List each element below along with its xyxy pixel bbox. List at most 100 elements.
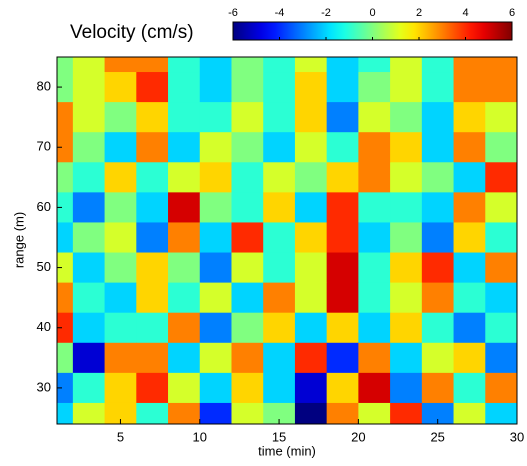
heatmap-cell — [326, 312, 359, 344]
heatmap-cell — [294, 372, 328, 404]
heatmap-cell — [326, 402, 359, 424]
heatmap-cell — [390, 222, 423, 254]
heatmap-cell — [136, 402, 169, 424]
heatmap-cell — [326, 57, 359, 73]
heatmap-cell — [294, 132, 328, 163]
heatmap-cell — [453, 342, 486, 374]
heatmap-cell — [72, 72, 106, 103]
heatmap-cell — [485, 192, 517, 223]
heatmap-cell — [57, 57, 74, 73]
y-axis-label: range (m) — [11, 212, 26, 268]
heatmap-cell — [421, 372, 455, 404]
heatmap-cell — [57, 72, 74, 103]
heatmap-cell — [294, 282, 328, 314]
heatmap-cell — [199, 252, 232, 284]
heatmap-cell — [231, 57, 264, 73]
heatmap-cell — [104, 222, 137, 254]
heatmap-cell — [421, 102, 455, 133]
heatmap-cell — [168, 372, 201, 404]
heatmap-cell — [231, 162, 264, 193]
heatmap-cell — [263, 252, 296, 284]
heatmap-cell — [72, 162, 106, 193]
heatmap-cell — [485, 72, 517, 103]
heatmap-cell — [263, 222, 296, 254]
heatmap-cell — [231, 192, 264, 223]
heatmap-cell — [326, 72, 359, 103]
heatmap-cell — [358, 222, 391, 254]
heatmap-cell — [136, 72, 169, 103]
heatmap-cell — [136, 342, 169, 374]
heatmap-cell — [421, 132, 455, 163]
heatmap-cell — [199, 372, 232, 404]
heatmap-cell — [136, 192, 169, 223]
heatmap-cell — [453, 162, 486, 193]
heatmap-cell — [72, 57, 106, 73]
heatmap-cell — [485, 132, 517, 163]
heatmap — [57, 57, 517, 424]
heatmap-cell — [72, 312, 106, 344]
heatmap-cell — [485, 57, 517, 73]
heatmap-cell — [72, 252, 106, 284]
heatmap-cell — [421, 312, 455, 344]
heatmap-cell — [390, 312, 423, 344]
heatmap-cell — [136, 57, 169, 73]
heatmap-cell — [294, 57, 328, 73]
heatmap-cell — [168, 312, 201, 344]
heatmap-cell — [358, 312, 391, 344]
heatmap-cell — [390, 102, 423, 133]
heatmap-cell — [57, 162, 74, 193]
heatmap-cell — [263, 132, 296, 163]
heatmap-cell — [421, 57, 455, 73]
heatmap-cell — [136, 132, 169, 163]
heatmap-cell — [263, 372, 296, 404]
heatmap-cell — [485, 162, 517, 193]
heatmap-cell — [453, 57, 486, 73]
heatmap-cell — [168, 192, 201, 223]
heatmap-cell — [453, 252, 486, 284]
heatmap-cell — [358, 132, 391, 163]
heatmap-cell — [294, 222, 328, 254]
x-axis-label: time (min) — [258, 443, 316, 458]
x-tick-label: 25 — [430, 429, 444, 444]
heatmap-cell — [358, 372, 391, 404]
heatmap-cell — [453, 282, 486, 314]
heatmap-cell — [72, 132, 106, 163]
heatmap-cell — [294, 312, 328, 344]
heatmap-cell — [231, 252, 264, 284]
heatmap-cell — [421, 342, 455, 374]
heatmap-cell — [453, 102, 486, 133]
colorbar-tick-label: -6 — [228, 7, 238, 19]
heatmap-cell — [421, 162, 455, 193]
colorbar-tick-label: 4 — [462, 7, 468, 19]
heatmap-cell — [263, 72, 296, 103]
heatmap-cell — [263, 402, 296, 424]
heatmap-cell — [104, 312, 137, 344]
heatmap-cell — [104, 372, 137, 404]
heatmap-cell — [57, 102, 74, 133]
heatmap-cell — [136, 252, 169, 284]
heatmap-cell — [263, 312, 296, 344]
heatmap-cell — [390, 252, 423, 284]
heatmap-cell — [390, 72, 423, 103]
heatmap-cell — [294, 342, 328, 374]
heatmap-cell — [57, 342, 74, 374]
heatmap-cell — [358, 72, 391, 103]
heatmap-cell — [390, 192, 423, 223]
heatmap-cell — [199, 222, 232, 254]
heatmap-cell — [263, 102, 296, 133]
heatmap-cell — [326, 222, 359, 254]
heatmap-cell — [358, 162, 391, 193]
heatmap-cell — [485, 402, 517, 424]
heatmap-cell — [485, 252, 517, 284]
heatmap-cell — [485, 342, 517, 374]
heatmap-cell — [421, 282, 455, 314]
heatmap-cell — [72, 282, 106, 314]
heatmap-cell — [104, 342, 137, 374]
heatmap-cell — [199, 162, 232, 193]
heatmap-cell — [136, 282, 169, 314]
colorbar-tick-label: -4 — [275, 7, 285, 19]
y-tick-label: 40 — [37, 319, 51, 334]
heatmap-cell — [72, 192, 106, 223]
heatmap-cell — [421, 72, 455, 103]
